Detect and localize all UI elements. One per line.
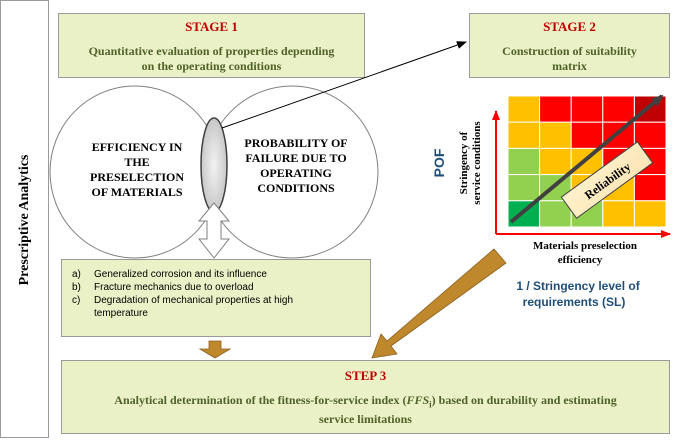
list-item-continued: temperature [70, 307, 370, 320]
circle-right-line3: OPERATING [260, 166, 332, 180]
step3-title: STEP 3 [344, 368, 387, 383]
matrix-cell [507, 121, 541, 149]
x-axis-label-1: Materials preselection [533, 240, 637, 252]
y-axis-label-1: Stringency of [458, 131, 470, 194]
matrix-cell [507, 147, 541, 176]
list-text: Degradation of mechanical properties at … [94, 295, 294, 306]
matrix-cell [633, 174, 667, 202]
step3-line1-b: ) based on durability and estimating [431, 393, 617, 407]
matrix-cell [633, 95, 667, 123]
circle-right-line4: CONDITIONS [257, 181, 335, 195]
diagonal-arrow [509, 94, 664, 224]
stage1-title: STAGE 1 [185, 19, 238, 34]
step3-ffs: FFS [406, 393, 430, 407]
step3-line1-a: Analytical determination of the fitness-… [114, 393, 407, 407]
stage1-line1: Quantitative evaluation of properties de… [88, 44, 335, 58]
list-marker: a) [72, 269, 81, 280]
circle-right-line1: PROBABILITY OF [244, 136, 348, 150]
list-item: a) Generalized corrosion and its influen… [70, 268, 370, 281]
list-text: temperature [94, 308, 148, 319]
stage2-box: STAGE 2 Construction of suitability matr… [469, 13, 670, 78]
stage2-line2: matrix [552, 59, 587, 73]
matrix-cell [602, 200, 635, 228]
brown-down-arrow-icon [198, 340, 232, 359]
conditions-list-box [61, 259, 371, 337]
sl-label-2: requirements (SL) [523, 295, 626, 309]
stage2-line1: Construction of suitability [502, 44, 637, 58]
intersection-lens [200, 117, 228, 213]
matrix-cell [507, 95, 541, 123]
circle-left-line3: PRESELECTION [89, 170, 185, 184]
arrow-to-stage2 [221, 41, 467, 129]
matrix-cell [539, 121, 572, 149]
stage1-box: STAGE 1 Quantitative evaluation of prope… [58, 13, 365, 78]
step3-line2: service limitations [319, 412, 412, 427]
x-axis-label-2: efficiency [558, 254, 603, 266]
step3-ffs-sub: i [429, 399, 432, 410]
circle-left-line1: EFFICIENCY IN [91, 140, 183, 154]
list-text: Fracture mechanics due to overload [94, 282, 254, 293]
stage1-line2: on the operating conditions [141, 59, 282, 73]
stage2-title: STAGE 2 [543, 19, 596, 34]
matrix-cell [633, 200, 667, 228]
y-axis-label-2: service conditions [471, 121, 483, 205]
list-text: Generalized corrosion and its influence [94, 269, 267, 280]
matrix-cell [570, 121, 604, 149]
double-arrow-icon [197, 202, 231, 259]
step3-line1: Analytical determination of the fitness-… [62, 393, 669, 412]
matrix-cell [602, 121, 635, 149]
matrix-cell [539, 147, 572, 176]
list-marker: c) [72, 295, 81, 306]
circle-right-line2: FAILURE DUE TO [245, 151, 347, 165]
conditions-list: a) Generalized corrosion and its influen… [70, 268, 370, 320]
pof-label: POF [431, 148, 447, 177]
circle-left-line2: THE [124, 155, 150, 169]
sl-label-1: 1 / Stringency level of [516, 279, 640, 293]
matrix-cell [570, 95, 604, 123]
matrix-cell [602, 95, 635, 123]
matrix-cell [507, 174, 541, 202]
step3-box: STEP 3 Analytical determination of the f… [61, 360, 670, 434]
matrix-cell [539, 95, 572, 123]
circle-right-label: PROBABILITY OF FAILURE DUE TO OPERATING … [236, 136, 356, 196]
circle-left-label: EFFICIENCY IN THE PRESELECTION OF MATERI… [72, 140, 202, 200]
list-item: b) Fracture mechanics due to overload [70, 281, 370, 294]
circle-left-line4: OF MATERIALS [91, 185, 183, 199]
list-item: c) Degradation of mechanical properties … [70, 294, 370, 307]
side-panel: Prescriptive Analytics [0, 0, 49, 438]
brown-diagonal-arrow-icon [371, 248, 507, 359]
list-marker: b) [72, 282, 81, 293]
